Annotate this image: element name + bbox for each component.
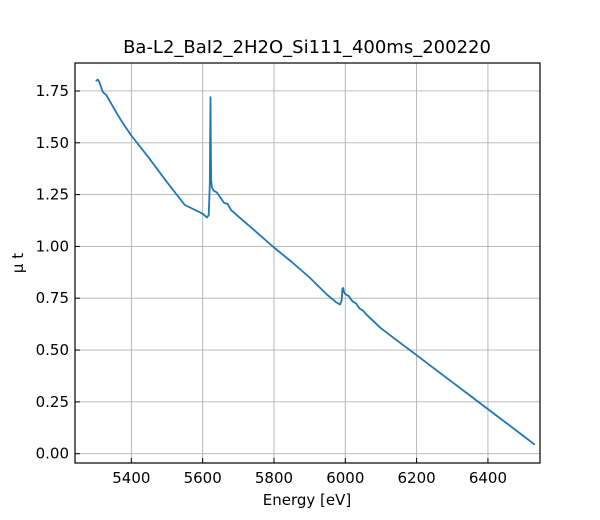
tick-layer: 5400 5600 5800 6000 6200 6400 0.00 0.25 0.50 0.75… [36, 82, 507, 487]
x-tick-label: 5800 [255, 469, 293, 487]
grid [75, 63, 540, 463]
y-tick-label: 1.25 [36, 186, 69, 204]
x-axis-label: Energy [eV] [263, 491, 351, 509]
plot-frame [74, 62, 541, 464]
x-tick-label: 6400 [469, 469, 507, 487]
series-line [95, 78, 536, 446]
x-tick-label: 6200 [398, 469, 436, 487]
y-tick-label: 1.50 [36, 134, 69, 152]
y-tick-label: 0.50 [36, 341, 69, 359]
y-tick-label: 0.75 [36, 289, 69, 307]
y-tick-label: 0.25 [36, 393, 69, 411]
x-tick-label: 5400 [112, 469, 150, 487]
y-tick-label: 0.00 [36, 445, 69, 463]
y-tick-label: 1.75 [36, 82, 69, 100]
y-axis-label: μ t [9, 253, 27, 273]
chart-title: Ba-L2_BaI2_2H2O_Si111_400ms_200220 [123, 37, 491, 58]
series-layer [95, 78, 536, 446]
y-tick-label: 1.00 [36, 237, 69, 255]
x-tick-label: 6000 [326, 469, 364, 487]
x-tick-label: 5600 [184, 469, 222, 487]
